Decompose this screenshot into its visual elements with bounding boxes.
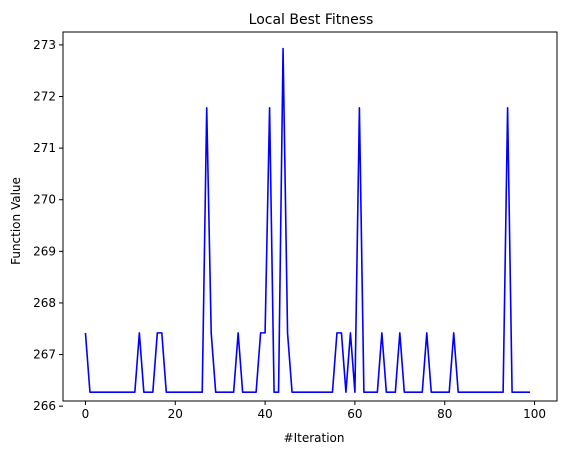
y-tick-label: 270 [33,193,56,207]
chart-title: Local Best Fitness [249,12,374,28]
series-line [84,47,531,394]
axes-frame [62,31,558,402]
x-tick-label: 0 [82,407,90,421]
x-axis-label: #Iteration [284,431,345,445]
x-tick-label: 80 [437,407,452,421]
y-tick-label: 271 [33,141,56,155]
y-tick-label: 269 [33,244,56,258]
plot-area [84,47,531,394]
y-tick-label: 268 [33,296,56,310]
y-tick-label: 266 [33,399,56,413]
y-axis-label: Function Value [9,177,23,265]
x-tick-label: 20 [168,407,183,421]
x-tick-label: 60 [347,407,362,421]
x-tick-label: 100 [523,407,546,421]
y-tick-label: 273 [33,38,56,52]
y-tick-label: 267 [33,348,56,362]
y-tick-label: 272 [33,90,56,104]
x-tick-label: 40 [257,407,272,421]
